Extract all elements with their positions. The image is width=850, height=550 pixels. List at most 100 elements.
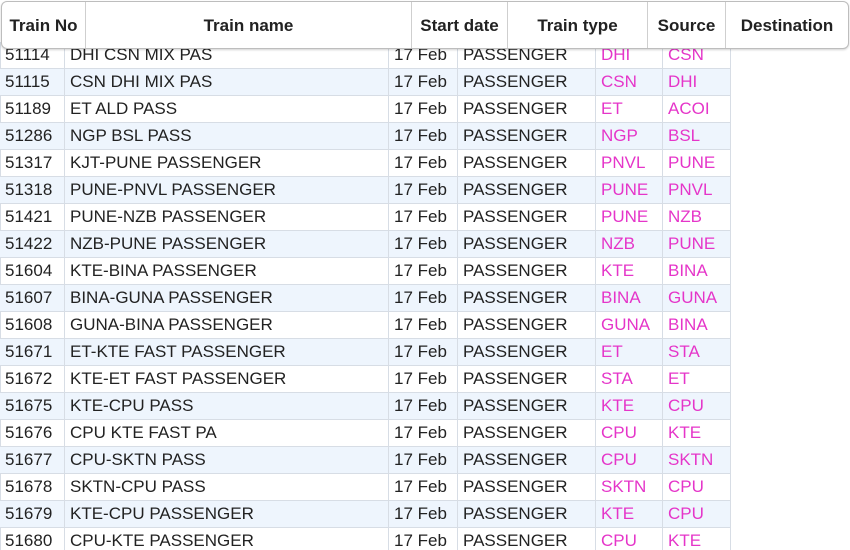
cell-destination: BINA — [663, 312, 731, 338]
cell-train-name: CSN DHI MIX PAS — [65, 69, 389, 95]
cell-source: ET — [596, 339, 663, 365]
table-row[interactable]: 51679 KTE-CPU PASSENGER 17 Feb PASSENGER KTE… — [0, 501, 731, 528]
cell-destination: KTE — [663, 420, 731, 446]
cell-destination: CPU — [663, 393, 731, 419]
cell-destination: STA — [663, 339, 731, 365]
cell-start-date: 17 Feb — [389, 258, 458, 284]
cell-train-name: DHI CSN MIX PAS — [65, 42, 389, 68]
table-row[interactable]: 51675 KTE-CPU PASS 17 Feb PASSENGER KTE CPU — [0, 393, 731, 420]
cell-source: STA — [596, 366, 663, 392]
table-row[interactable]: 51604 KTE-BINA PASSENGER 17 Feb PASSENGER KT… — [0, 258, 731, 285]
cell-train-type: PASSENGER — [458, 69, 596, 95]
cell-train-type: PASSENGER — [458, 42, 596, 68]
cell-train-no: 51607 — [0, 285, 65, 311]
cell-train-no: 51671 — [0, 339, 65, 365]
cell-destination: ET — [663, 366, 731, 392]
cell-train-no: 51675 — [0, 393, 65, 419]
cell-start-date: 17 Feb — [389, 447, 458, 473]
header-destination[interactable]: Destination — [740, 15, 834, 35]
header-train-no[interactable]: Train No — [2, 2, 86, 48]
cell-start-date: 17 Feb — [389, 312, 458, 338]
table-row[interactable]: 51318 PUNE-PNVL PASSENGER 17 Feb PASSENGER P… — [0, 177, 731, 204]
table-header: Train No Train name Start date Train typ… — [1, 1, 849, 49]
cell-train-no: 51608 — [0, 312, 65, 338]
header-train-name[interactable]: Train name — [86, 2, 412, 48]
cell-start-date: 17 Feb — [389, 69, 458, 95]
cell-train-type: PASSENGER — [458, 447, 596, 473]
cell-train-type: PASSENGER — [458, 150, 596, 176]
table-row[interactable]: 51115 CSN DHI MIX PAS 17 Feb PASSENGER CSN DH… — [0, 69, 731, 96]
cell-train-name: KTE-CPU PASS — [65, 393, 389, 419]
cell-train-no: 51672 — [0, 366, 65, 392]
cell-start-date: 17 Feb — [389, 42, 458, 68]
cell-train-type: PASSENGER — [458, 312, 596, 338]
cell-train-no: 51678 — [0, 474, 65, 500]
cell-destination: KTE — [663, 528, 731, 550]
cell-start-date: 17 Feb — [389, 96, 458, 122]
cell-destination: BSL — [663, 123, 731, 149]
cell-start-date: 17 Feb — [389, 501, 458, 527]
cell-source: NGP — [596, 123, 663, 149]
cell-train-type: PASSENGER — [458, 204, 596, 230]
train-table-body: 51114 DHI CSN MIX PAS 17 Feb PASSENGER DHI CS… — [0, 42, 731, 550]
cell-train-name: BINA-GUNA PASSENGER — [65, 285, 389, 311]
table-row[interactable]: 51608 GUNA-BINA PASSENGER 17 Feb PASSENGER G… — [0, 312, 731, 339]
cell-train-name: SKTN-CPU PASS — [65, 474, 389, 500]
table-row[interactable]: 51114 DHI CSN MIX PAS 17 Feb PASSENGER DHI CS… — [0, 42, 731, 69]
cell-train-no: 51680 — [0, 528, 65, 550]
table-row[interactable]: 51317 KJT-PUNE PASSENGER 17 Feb PASSENGER PN… — [0, 150, 731, 177]
cell-start-date: 17 Feb — [389, 339, 458, 365]
cell-destination: PUNE — [663, 150, 731, 176]
cell-train-type: PASSENGER — [458, 501, 596, 527]
cell-source: PUNE — [596, 204, 663, 230]
table-row[interactable]: 51422 NZB-PUNE PASSENGER 17 Feb PASSENGER NZ… — [0, 231, 731, 258]
cell-destination: BINA — [663, 258, 731, 284]
header-source[interactable]: Source — [648, 2, 726, 48]
cell-start-date: 17 Feb — [389, 285, 458, 311]
table-row[interactable]: 51677 CPU-SKTN PASS 17 Feb PASSENGER CPU SKTN — [0, 447, 731, 474]
table-row[interactable]: 51671 ET-KTE FAST PASSENGER 17 Feb PASSENGE… — [0, 339, 731, 366]
table-row[interactable]: 51676 CPU KTE FAST PA 17 Feb PASSENGER CPU KT… — [0, 420, 731, 447]
cell-train-no: 51115 — [0, 69, 65, 95]
cell-start-date: 17 Feb — [389, 204, 458, 230]
cell-destination: CPU — [663, 501, 731, 527]
cell-destination: PNVL — [663, 177, 731, 203]
cell-train-name: KTE-BINA PASSENGER — [65, 258, 389, 284]
table-row[interactable]: 51678 SKTN-CPU PASS 17 Feb PASSENGER SKTN CPU — [0, 474, 731, 501]
cell-train-type: PASSENGER — [458, 474, 596, 500]
cell-source: SKTN — [596, 474, 663, 500]
cell-train-type: PASSENGER — [458, 177, 596, 203]
cell-train-name: CPU KTE FAST PA — [65, 420, 389, 446]
cell-train-name: GUNA-BINA PASSENGER — [65, 312, 389, 338]
cell-train-name: ET-KTE FAST PASSENGER — [65, 339, 389, 365]
table-row[interactable]: 51607 BINA-GUNA PASSENGER 17 Feb PASSENGER B… — [0, 285, 731, 312]
cell-start-date: 17 Feb — [389, 528, 458, 550]
table-row[interactable]: 51672 KTE-ET FAST PASSENGER 17 Feb PASSENGE… — [0, 366, 731, 393]
table-row[interactable]: 51421 PUNE-NZB PASSENGER 17 Feb PASSENGER PU… — [0, 204, 731, 231]
cell-train-name: CPU-SKTN PASS — [65, 447, 389, 473]
cell-train-type: PASSENGER — [458, 231, 596, 257]
cell-train-no: 51114 — [0, 42, 65, 68]
header-train-type[interactable]: Train type — [508, 2, 648, 48]
cell-train-no: 51286 — [0, 123, 65, 149]
table-row[interactable]: 51680 CPU-KTE PASSENGER 17 Feb PASSENGER CPU… — [0, 528, 731, 550]
header-start-date[interactable]: Start date — [412, 2, 508, 48]
cell-source: PNVL — [596, 150, 663, 176]
cell-source: NZB — [596, 231, 663, 257]
table-row[interactable]: 51286 NGP BSL PASS 17 Feb PASSENGER NGP BSL — [0, 123, 731, 150]
cell-train-type: PASSENGER — [458, 366, 596, 392]
cell-destination: SKTN — [663, 447, 731, 473]
cell-train-type: PASSENGER — [458, 528, 596, 550]
cell-source: CSN — [596, 69, 663, 95]
cell-source: CPU — [596, 447, 663, 473]
cell-train-no: 51421 — [0, 204, 65, 230]
cell-train-type: PASSENGER — [458, 420, 596, 446]
cell-train-type: PASSENGER — [458, 123, 596, 149]
cell-train-no: 51318 — [0, 177, 65, 203]
cell-destination: GUNA — [663, 285, 731, 311]
cell-train-name: PUNE-PNVL PASSENGER — [65, 177, 389, 203]
cell-train-name: KTE-ET FAST PASSENGER — [65, 366, 389, 392]
cell-train-type: PASSENGER — [458, 339, 596, 365]
cell-destination: CSN — [663, 42, 731, 68]
table-row[interactable]: 51189 ET ALD PASS 17 Feb PASSENGER ET ACOI — [0, 96, 731, 123]
